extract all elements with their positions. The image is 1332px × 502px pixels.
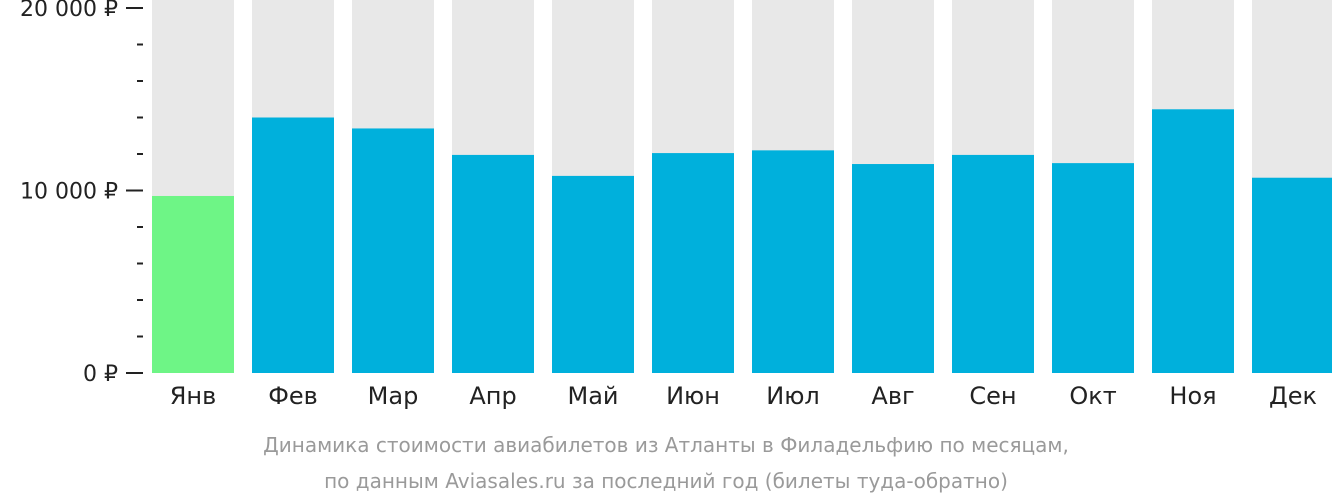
bar-4[interactable] — [552, 175, 634, 373]
x-tick-label: Окт — [1069, 382, 1116, 410]
x-tick-label: Апр — [469, 382, 516, 410]
x-axis-labels: Янв Фев Мар Апр Май Июн Июл Авг Сен Окт Ноя Дек — [170, 382, 1317, 410]
y-tick-label: 20 000 ₽ — [20, 0, 118, 22]
x-tick-label: Ноя — [1169, 382, 1216, 410]
chart-caption-line-1: Динамика стоимости авиабилетов из Атлант… — [263, 433, 1069, 457]
bar-1[interactable] — [252, 117, 334, 374]
bar-10[interactable] — [1152, 109, 1234, 373]
bar-8[interactable] — [952, 154, 1034, 373]
bar-7[interactable] — [852, 164, 934, 373]
x-tick-label: Фев — [268, 382, 318, 410]
x-tick-label: Мар — [368, 382, 419, 410]
bar-0[interactable] — [152, 195, 234, 373]
bar-9[interactable] — [1052, 163, 1134, 373]
y-tick-label: 10 000 ₽ — [20, 180, 118, 205]
x-tick-label: Июл — [766, 382, 820, 410]
y-tick-label: 0 ₽ — [83, 362, 118, 387]
x-tick-label: Сен — [969, 382, 1016, 410]
bar-11[interactable] — [1252, 177, 1332, 373]
bar-2[interactable] — [352, 128, 434, 373]
bar-3[interactable] — [452, 154, 534, 373]
bar-6[interactable] — [752, 150, 834, 373]
x-tick-label: Янв — [170, 382, 217, 410]
bars — [152, 0, 1332, 373]
bar-5[interactable] — [652, 153, 734, 373]
chart-caption-line-2: по данным Aviasales.ru за последний год … — [324, 469, 1008, 493]
x-tick-label: Май — [567, 382, 618, 410]
x-tick-label: Авг — [871, 382, 914, 410]
y-axis: 20 000 ₽ 10 000 ₽ 0 ₽ — [20, 0, 143, 387]
x-tick-label: Дек — [1269, 382, 1317, 410]
x-tick-label: Июн — [666, 382, 720, 410]
